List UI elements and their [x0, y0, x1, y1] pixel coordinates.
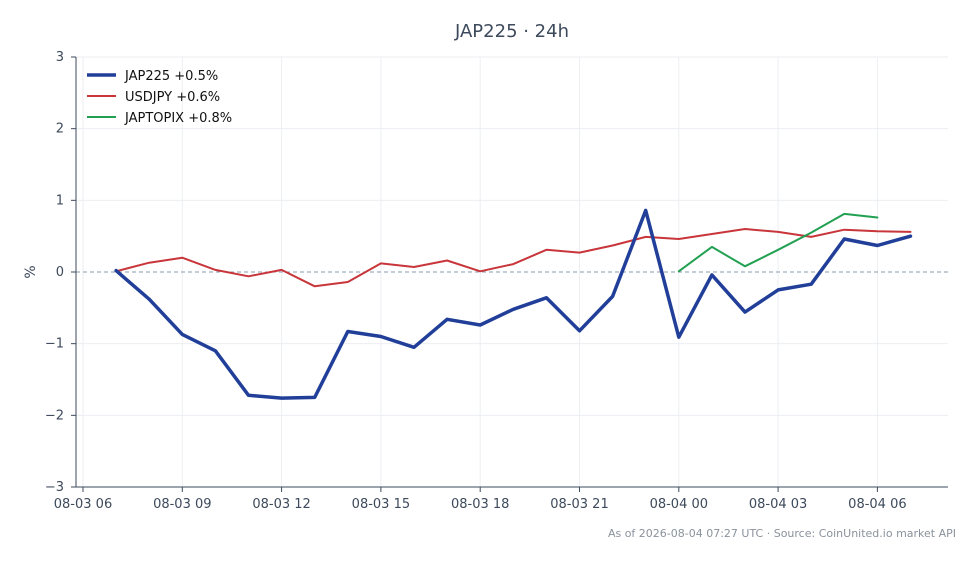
y-tick-label: 1 — [56, 193, 64, 208]
series-group — [114, 208, 913, 400]
x-tick-label: 08-03 15 — [352, 497, 410, 512]
x-tick-label: 08-03 12 — [252, 497, 310, 512]
series-line-1 — [115, 228, 912, 288]
x-tick-label: 08-03 06 — [54, 497, 112, 512]
legend: JAP225 +0.5% USDJPY +0.6% JAPTOPIX +0.8% — [87, 69, 232, 126]
y-ticks: 3 2 1 0 −1 −2 −3 — [45, 50, 76, 495]
legend-label: USDJPY +0.6% — [125, 90, 220, 105]
x-tick-label: 08-03 18 — [451, 497, 509, 512]
chart-title: JAP225 · 24h — [454, 21, 569, 42]
x-tick-label: 08-04 06 — [848, 497, 906, 512]
y-tick-label: 3 — [56, 50, 64, 65]
series-line-0 — [114, 208, 913, 400]
y-axis-label: % — [23, 265, 39, 278]
source-footer: As of 2026-08-04 07:27 UTC · Source: Coi… — [608, 527, 956, 540]
y-tick-label: 0 — [56, 265, 64, 280]
y-tick-label: 2 — [56, 122, 64, 137]
x-ticks: 08-03 06 08-03 09 08-03 12 08-03 15 08-03 18… — [54, 487, 907, 512]
legend-label: JAPTOPIX +0.8% — [124, 111, 232, 126]
x-tick-label: 08-03 21 — [550, 497, 608, 512]
y-tick-label: −3 — [45, 480, 64, 495]
x-tick-label: 08-03 09 — [153, 497, 211, 512]
x-tick-label: 08-04 03 — [749, 497, 807, 512]
legend-label: JAP225 +0.5% — [124, 69, 218, 84]
y-tick-label: −1 — [45, 337, 64, 352]
x-tick-label: 08-04 00 — [650, 497, 708, 512]
y-tick-label: −2 — [45, 408, 64, 423]
series-line-2 — [677, 212, 879, 273]
